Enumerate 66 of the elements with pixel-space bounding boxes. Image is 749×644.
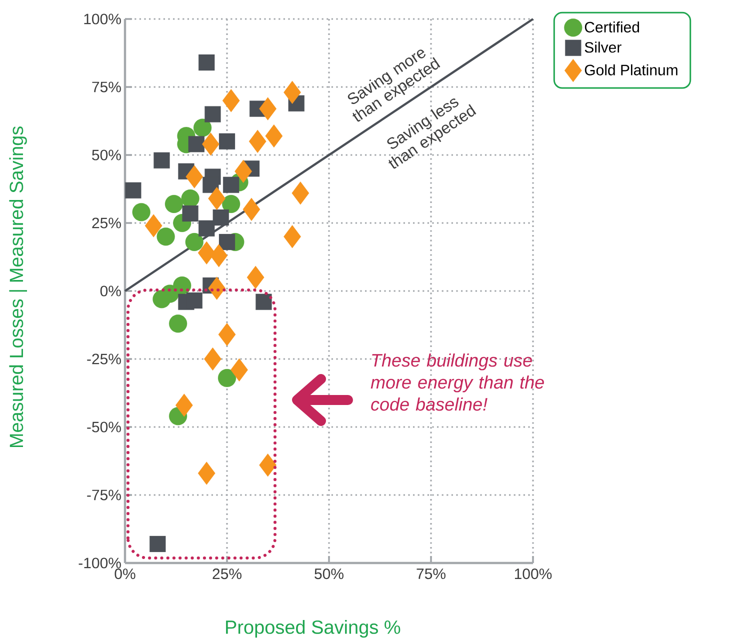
y-tick-label: 100% — [84, 14, 121, 24]
point — [168, 314, 188, 333]
y-tick-label: 0% — [100, 286, 121, 296]
point — [204, 347, 222, 371]
point — [182, 205, 198, 222]
point — [284, 225, 301, 248]
point — [218, 133, 236, 150]
point — [246, 266, 264, 289]
y-tick-label: 75% — [92, 82, 121, 92]
y-tick-label: -75% — [87, 490, 121, 500]
x-tick-label: 50% — [314, 568, 344, 580]
point — [152, 290, 171, 308]
point — [208, 186, 226, 210]
x-tick-label: 100% — [514, 568, 552, 580]
y-axis-title: Measured Losses | Measured Savings — [9, 126, 28, 448]
point — [259, 97, 276, 120]
point — [284, 80, 301, 104]
point — [265, 124, 283, 148]
legend-label: Silver — [584, 42, 622, 53]
y-tick-label: -50% — [87, 422, 121, 432]
point — [198, 241, 216, 264]
point — [150, 536, 166, 552]
x-axis-title: Proposed Savings % — [226, 620, 400, 638]
x-tick-label: 75% — [416, 568, 446, 580]
point — [202, 176, 219, 193]
x-tick-label: 0% — [114, 568, 136, 580]
point — [210, 244, 228, 268]
point — [222, 194, 240, 214]
point — [144, 214, 162, 238]
point — [202, 132, 220, 156]
annotation: These buildings use more energy than the code baseline! — [370, 354, 544, 411]
point — [212, 209, 229, 226]
point — [218, 234, 236, 250]
point — [248, 130, 266, 153]
point — [204, 106, 221, 122]
point — [256, 294, 272, 310]
legend-label: Gold Platinum — [584, 64, 678, 76]
y-tick-label: 25% — [92, 218, 121, 228]
point — [218, 368, 236, 388]
point — [125, 182, 142, 198]
point — [164, 194, 184, 214]
point — [292, 182, 310, 205]
point — [230, 358, 248, 382]
point — [186, 292, 202, 309]
point — [193, 118, 212, 137]
x-tick-label: 25% — [212, 568, 242, 580]
point — [185, 232, 204, 252]
point — [198, 462, 216, 485]
point — [259, 454, 276, 477]
point — [132, 203, 150, 222]
point — [242, 198, 260, 221]
point — [186, 165, 204, 188]
y-tick-label: -100% — [78, 558, 121, 568]
point — [198, 220, 215, 236]
legend-label: Certified — [584, 21, 640, 32]
point — [156, 228, 175, 246]
y-tick-label: -25% — [87, 354, 121, 364]
point — [222, 89, 240, 112]
point — [223, 176, 240, 193]
point — [188, 136, 204, 152]
point — [154, 152, 170, 168]
point — [234, 160, 252, 183]
point — [198, 54, 215, 71]
y-tick-label: 50% — [92, 150, 121, 160]
point — [175, 394, 193, 417]
point — [218, 322, 236, 346]
